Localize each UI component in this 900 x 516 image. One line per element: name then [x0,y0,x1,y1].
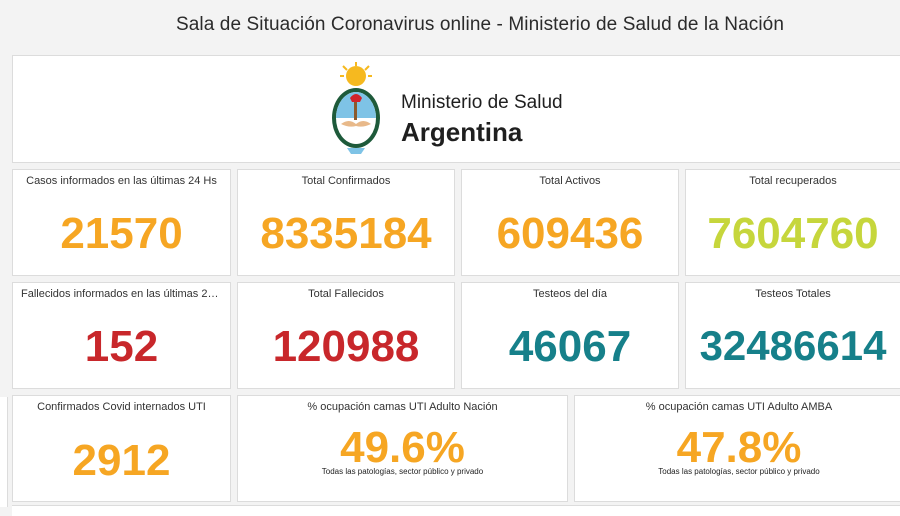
card-label: Confirmados Covid internados UTI [37,401,206,413]
ministry-name: Ministerio de Salud [401,92,563,113]
card-value: 7604760 [707,209,879,258]
card-total-fallecidos: Total Fallecidos 120988 [237,282,455,389]
card-value: 152 [84,322,159,371]
card-label: Total Fallecidos [308,288,384,300]
ministry-banner: Ministerio de Salud Argentina [12,55,900,163]
card-label: Total Confirmados [301,175,391,187]
card-value: 2912 [72,436,171,485]
card-value: 8335184 [260,209,432,258]
next-row-panel-edge [12,505,900,516]
card-ocupacion-nacion: % ocupación camas UTI Adulto Nación 49.6… [237,395,568,502]
ministry-logo: Ministerio de Salud Argentina [323,62,583,158]
card-label: Fallecidos informados en las últimas 24 … [21,288,230,300]
card-internados-uti: Confirmados Covid internados UTI 2912 [12,395,231,502]
card-value: 47.8% [676,423,802,472]
left-edge-panel [0,397,8,507]
card-value: 120988 [272,322,420,371]
argentina-coat-of-arms-icon [332,62,380,154]
card-value: 49.6% [340,423,465,472]
card-testeos-totales: Testeos Totales 32486614 [685,282,900,389]
card-label: Testeos del día [533,288,607,300]
card-casos-24hs: Casos informados en las últimas 24 Hs 21… [12,169,231,276]
card-value: 46067 [508,322,632,371]
card-label: % ocupación camas UTI Adulto AMBA [645,401,833,413]
card-subtitle: Todas las patologías, sector público y p… [321,467,484,476]
card-total-confirmados: Total Confirmados 8335184 [237,169,455,276]
page-title: Sala de Situación Coronavirus online - M… [175,14,785,35]
card-label: Testeos Totales [755,288,831,300]
card-label: Casos informados en las últimas 24 Hs [26,175,217,187]
card-ocupacion-amba: % ocupación camas UTI Adulto AMBA 47.8% … [574,395,900,502]
card-label: Total recuperados [749,175,837,187]
card-value: 32486614 [699,322,887,369]
country-name: Argentina [401,117,523,147]
card-total-activos: Total Activos 609436 [461,169,679,276]
card-value: 21570 [60,209,183,258]
card-fallecidos-24hs: Fallecidos informados en las últimas 24 … [12,282,231,389]
card-value: 609436 [496,209,644,258]
card-label: % ocupación camas UTI Adulto Nación [307,401,498,413]
card-total-recuperados: Total recuperados 7604760 [685,169,900,276]
card-label: Total Activos [539,175,601,187]
card-testeos-dia: Testeos del día 46067 [461,282,679,389]
card-subtitle: Todas las patologías, sector público y p… [658,467,820,476]
